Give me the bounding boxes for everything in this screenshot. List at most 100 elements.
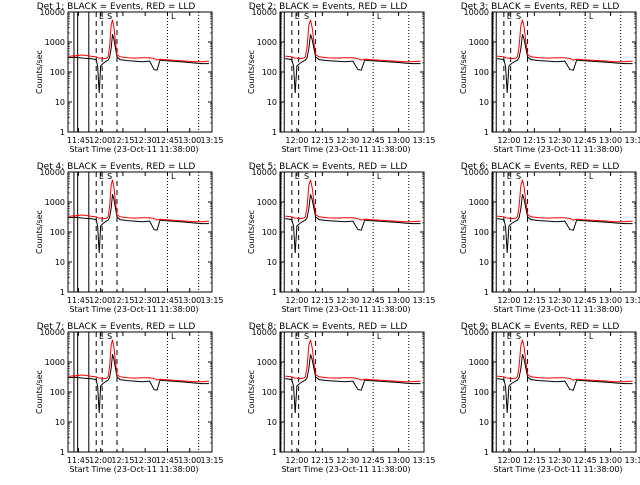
x-tick-label: 13:15: [412, 296, 435, 305]
panel-title: Det 8: BLACK = Events, RED = LLD: [249, 322, 408, 332]
panel-title: Det 7: BLACK = Events, RED = LLD: [37, 322, 196, 332]
marker-letter: L: [589, 12, 594, 21]
x-tick-label: 12:45: [156, 456, 179, 465]
y-tick-label: 10000: [464, 328, 489, 337]
x-tick-label: 13:00: [178, 296, 201, 305]
lld-series-line: [285, 339, 421, 383]
y-tick-label: 1000: [257, 38, 277, 47]
x-tick-label: 12:15: [523, 296, 546, 305]
y-tick-label: 10000: [40, 168, 65, 177]
x-tick-label: 12:30: [134, 296, 157, 305]
x-axis-label: Start Time (23-Oct-11 11:38:00): [69, 305, 198, 314]
y-tick-label: 1: [272, 128, 277, 137]
y-tick-label: 10: [479, 418, 489, 427]
y-tick-label: 1000: [257, 198, 277, 207]
y-axis-label: Counts/sec: [459, 210, 468, 254]
marker-letter: S: [516, 332, 521, 341]
y-tick-label: 1: [60, 448, 65, 457]
plot-frame: [67, 11, 213, 133]
plot-frame: [491, 331, 637, 453]
x-tick-label: 12:00: [89, 136, 112, 145]
y-tick-label: 10: [267, 258, 277, 267]
events-series-line: [67, 194, 209, 254]
y-tick-label: 10000: [464, 8, 489, 17]
y-tick-label: 10: [55, 418, 65, 427]
detector-panel-4: Det 4: BLACK = Events, RED = LLD 1 10 100 10…: [35, 162, 224, 314]
x-axis-label: Start Time (23-Oct-11 11:38:00): [281, 305, 410, 314]
lld-series-line: [285, 179, 421, 223]
x-tick-label: 13:00: [387, 296, 410, 305]
detector-panel-8: Det 8: BLACK = Events, RED = LLD 1 10 100 10…: [247, 322, 436, 474]
y-tick-label: 10: [55, 98, 65, 107]
y-tick-label: 100: [262, 68, 277, 77]
x-axis-label: Start Time (23-Oct-11 11:38:00): [69, 145, 198, 154]
x-tick-label: 13:15: [624, 296, 640, 305]
marker-letter: L: [377, 12, 382, 21]
y-tick-label: 10000: [464, 168, 489, 177]
y-tick-label: 1000: [469, 198, 489, 207]
x-axis-label: Start Time (23-Oct-11 11:38:00): [69, 465, 198, 474]
detector-panel-5: Det 5: BLACK = Events, RED = LLD 1 10 100 10…: [247, 162, 436, 314]
marker-letter: L: [171, 172, 176, 181]
x-tick-label: 12:30: [134, 456, 157, 465]
x-tick-label: 12:15: [111, 136, 134, 145]
y-axis-label: Counts/sec: [247, 210, 256, 254]
x-tick-label: 12:15: [311, 136, 334, 145]
detector-panel-2: Det 2: BLACK = Events, RED = LLD 1 10 100 10…: [247, 2, 436, 154]
x-tick-label: 12:00: [285, 456, 308, 465]
x-tick-label: 12:00: [497, 296, 520, 305]
x-tick-label: 12:45: [574, 296, 597, 305]
marker-letter: S: [516, 172, 521, 181]
x-tick-label: 12:30: [134, 136, 157, 145]
lld-series-line: [67, 19, 210, 63]
x-tick-label: 12:15: [111, 296, 134, 305]
x-tick-label: 12:15: [523, 456, 546, 465]
y-tick-label: 100: [50, 228, 65, 237]
y-tick-label: 100: [50, 388, 65, 397]
y-tick-label: 1000: [469, 358, 489, 367]
y-tick-label: 10: [479, 98, 489, 107]
y-axis-label: Counts/sec: [35, 210, 44, 254]
y-tick-label: 1: [60, 288, 65, 297]
x-tick-label: 12:15: [311, 296, 334, 305]
y-tick-label: 1: [484, 288, 489, 297]
marker-letter: L: [99, 172, 104, 181]
detector-panel-3: Det 3: BLACK = Events, RED = LLD 1 10 100 10…: [459, 2, 640, 154]
x-tick-label: 13:15: [412, 456, 435, 465]
events-series-line: [497, 194, 633, 254]
lld-series-line: [67, 179, 210, 223]
y-tick-label: 1000: [45, 198, 65, 207]
x-tick-label: 12:45: [362, 296, 385, 305]
y-tick-label: 10: [267, 418, 277, 427]
marker-letter: L: [377, 332, 382, 341]
lld-series-line: [497, 179, 633, 223]
x-tick-label: 13:15: [200, 296, 223, 305]
y-tick-label: 1: [272, 448, 277, 457]
marker-letter: L: [295, 12, 300, 21]
lld-series-line: [67, 339, 210, 383]
x-tick-label: 11:45: [67, 136, 90, 145]
marker-letter: L: [171, 332, 176, 341]
x-axis-label: Start Time (23-Oct-11 11:38:00): [281, 145, 410, 154]
x-tick-label: 13:15: [624, 136, 640, 145]
panel-title: Det 5: BLACK = Events, RED = LLD: [249, 162, 408, 172]
x-tick-label: 12:00: [497, 456, 520, 465]
detector-panel-1: Det 1: BLACK = Events, RED = LLD 1 10 100 10…: [35, 2, 224, 154]
marker-letter: S: [304, 12, 309, 21]
x-tick-label: 13:00: [599, 296, 622, 305]
events-series-line: [285, 34, 421, 94]
x-tick-label: 11:45: [67, 456, 90, 465]
y-tick-label: 1000: [45, 38, 65, 47]
x-tick-label: 13:15: [624, 456, 640, 465]
x-axis-label: Start Time (23-Oct-11 11:38:00): [281, 465, 410, 474]
y-tick-label: 100: [50, 68, 65, 77]
y-tick-label: 1: [60, 128, 65, 137]
y-axis-label: Counts/sec: [247, 370, 256, 414]
x-axis-label: Start Time (23-Oct-11 11:38:00): [493, 465, 622, 474]
y-tick-label: 1: [272, 288, 277, 297]
x-axis-label: Start Time (23-Oct-11 11:38:00): [493, 305, 622, 314]
events-series-line: [67, 34, 209, 94]
x-tick-label: 12:00: [285, 296, 308, 305]
y-tick-label: 10000: [40, 8, 65, 17]
marker-letter: L: [507, 172, 512, 181]
